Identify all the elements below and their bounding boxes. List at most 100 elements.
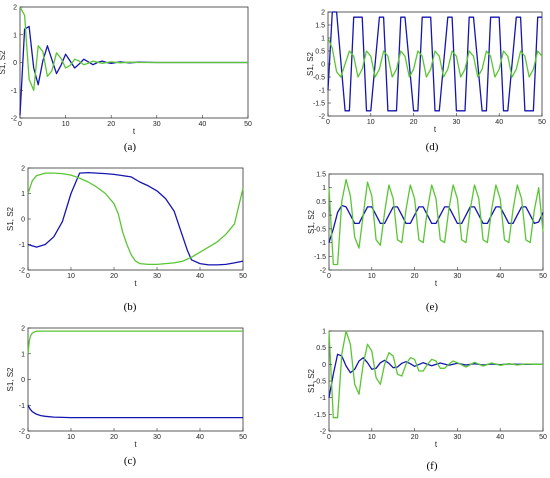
x-tick-label: 40 <box>196 434 204 441</box>
y-tick-label: -1 <box>320 240 326 247</box>
x-tick-label: 30 <box>454 434 462 441</box>
x-tick-label: 40 <box>199 121 207 128</box>
y-tick-label: 1 <box>13 32 17 39</box>
y-tick-label: 0 <box>322 362 326 369</box>
panel-caption: (e) <box>426 301 439 313</box>
x-tick-label: 10 <box>368 273 376 280</box>
panel-c: 0 10 20 30 40 50 -2 -1 0 1 2 t S1, S2 (c) <box>6 326 247 468</box>
y-tick-label: 2 <box>21 326 25 333</box>
x-tick-label: 50 <box>539 434 547 441</box>
y-tick-label: -1 <box>19 242 25 249</box>
y-tick-label: -1.5 <box>314 412 326 419</box>
series-line-1 <box>327 11 542 112</box>
x-tick-label: 10 <box>67 434 75 441</box>
x-tick-label: 30 <box>153 434 161 441</box>
series-line-2 <box>19 6 248 91</box>
plot-area <box>27 167 244 271</box>
y-tick-label: -0.5 <box>313 75 325 82</box>
y-tick-label: -1.5 <box>314 254 326 261</box>
x-tick-label: 40 <box>496 434 504 441</box>
x-tick-label: 30 <box>153 273 161 280</box>
panel-caption: (f) <box>427 460 438 472</box>
x-tick-label: 20 <box>411 434 419 441</box>
y-tick-label: -1 <box>320 395 326 402</box>
y-tick-label: -0.5 <box>314 379 326 386</box>
y-tick-label: 0 <box>21 217 25 224</box>
y-tick-label: 0.5 <box>316 199 326 206</box>
x-axis-label: t <box>434 125 437 134</box>
y-tick-label: -2 <box>319 114 325 121</box>
x-tick-label: 50 <box>538 119 546 126</box>
y-tick-label: 1.5 <box>316 172 326 179</box>
y-tick-label: -0.5 <box>314 226 326 233</box>
x-tick-label: 10 <box>367 119 375 126</box>
panel-caption: (c) <box>124 455 137 467</box>
series-line-1 <box>27 171 244 266</box>
x-tick-label: 0 <box>18 121 22 128</box>
y-tick-label: 0 <box>321 62 325 69</box>
x-tick-label: 0 <box>327 434 331 441</box>
x-tick-label: 40 <box>495 119 503 126</box>
y-tick-label: 0 <box>13 60 17 67</box>
x-tick-label: 10 <box>67 273 75 280</box>
x-tick-label: 40 <box>496 273 504 280</box>
y-tick-label: 0.5 <box>316 345 326 352</box>
y-tick-label: -1 <box>11 88 17 95</box>
panel-d: 0 10 20 30 40 50 -2 -1.5 -1 -0.5 0 0.5 1 1.5 2 t S1, S2 (… <box>306 10 546 154</box>
x-tick-label: 0 <box>26 273 30 280</box>
y-axis-label: S1, S2 <box>307 209 316 234</box>
x-tick-label: 30 <box>454 273 462 280</box>
x-tick-label: 20 <box>411 273 419 280</box>
y-tick-label: -2 <box>19 429 25 436</box>
y-tick-label: 2 <box>13 5 17 12</box>
x-tick-label: 0 <box>326 119 330 126</box>
y-tick-label: -2 <box>320 429 326 436</box>
panel-a: 0 10 20 30 40 50 -2 -1 0 1 2 t S1, S2 (a) <box>0 5 252 154</box>
x-tick-label: 50 <box>539 273 547 280</box>
x-tick-label: 10 <box>62 121 70 128</box>
y-axis-label: S1, S2 <box>0 50 7 75</box>
y-tick-label: 0 <box>322 213 326 220</box>
plot-area <box>328 330 544 432</box>
x-axis-label: t <box>134 279 137 288</box>
panel-caption: (b) <box>124 301 137 313</box>
y-axis-label: S1, S2 <box>306 51 315 76</box>
y-tick-label: -1.5 <box>313 101 325 108</box>
x-tick-label: 50 <box>239 273 247 280</box>
y-tick-label: 2 <box>321 10 325 17</box>
y-tick-label: -1 <box>19 403 25 410</box>
y-axis-label: S1, S2 <box>6 367 15 392</box>
y-tick-label: -2 <box>320 268 326 275</box>
panel-caption: (d) <box>426 141 439 153</box>
series-line-1 <box>328 353 543 398</box>
x-axis-label: t <box>134 440 137 449</box>
x-tick-label: 20 <box>410 119 418 126</box>
x-axis-label: t <box>133 127 136 136</box>
y-tick-label: -2 <box>11 116 17 123</box>
x-tick-label: 50 <box>244 121 252 128</box>
series-line-2 <box>27 172 244 266</box>
x-tick-label: 20 <box>110 434 118 441</box>
x-axis-label: t <box>435 279 438 288</box>
y-tick-label: 1 <box>21 191 25 198</box>
x-tick-label: 30 <box>153 121 161 128</box>
x-axis-label: t <box>435 440 438 449</box>
y-tick-label: 1 <box>21 351 25 358</box>
panel-b: 0 10 20 30 40 50 -2 -1 0 1 2 t S1, S2 (b) <box>6 166 247 314</box>
series-line-1 <box>328 204 544 243</box>
y-axis-label: S1, S2 <box>6 206 15 231</box>
y-tick-label: 1.5 <box>315 23 325 30</box>
x-tick-label: 10 <box>368 434 376 441</box>
x-tick-label: 50 <box>239 434 247 441</box>
y-tick-label: -2 <box>19 268 25 275</box>
y-tick-label: -1 <box>319 88 325 95</box>
x-tick-label: 0 <box>327 273 331 280</box>
panel-f: 0 10 20 30 40 50 -2 -1.5 -1 -0.5 0 0.5 1 t S1, S2 (f) <box>307 329 547 473</box>
series-line-1 <box>27 404 243 419</box>
plot-area <box>27 327 244 432</box>
y-tick-label: 0.5 <box>315 49 325 56</box>
y-tick-label: 1 <box>322 329 326 336</box>
y-tick-label: 1 <box>322 185 326 192</box>
y-tick-label: 1 <box>321 36 325 43</box>
x-tick-label: 0 <box>26 434 30 441</box>
